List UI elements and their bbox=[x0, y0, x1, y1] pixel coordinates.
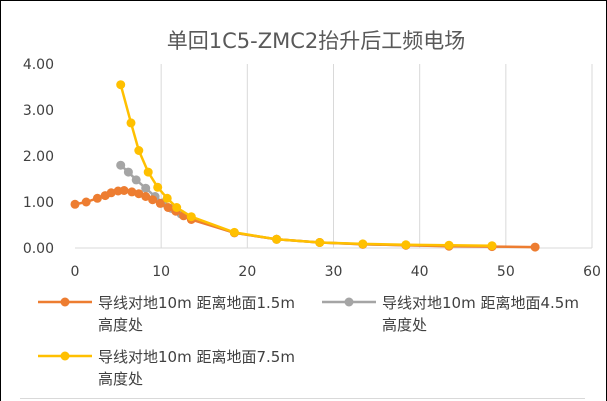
data-point bbox=[162, 193, 172, 203]
data-point bbox=[127, 187, 137, 197]
grid bbox=[160, 64, 593, 248]
data-point bbox=[134, 146, 144, 155]
data-point bbox=[119, 186, 129, 195]
data-point bbox=[358, 239, 368, 249]
data-point bbox=[134, 189, 144, 199]
series-line bbox=[119, 84, 493, 247]
legend-label: 导线对地10m 距离地面4.5m bbox=[382, 294, 579, 312]
legend-label: 高度处 bbox=[382, 316, 427, 334]
data-point bbox=[444, 240, 454, 250]
legend-item-1: 导线对地10m 距离地面1.5m 高度处 bbox=[38, 294, 295, 334]
legend-label: 高度处 bbox=[98, 370, 143, 388]
data-point bbox=[155, 198, 165, 208]
data-point bbox=[126, 118, 136, 128]
data-point bbox=[229, 227, 239, 237]
data-point bbox=[81, 197, 91, 207]
legend-label: 高度处 bbox=[98, 316, 143, 334]
data-point bbox=[123, 167, 133, 177]
data-point bbox=[131, 175, 141, 185]
data-point bbox=[106, 188, 116, 198]
data-point bbox=[172, 203, 182, 212]
legend-marker bbox=[60, 297, 70, 307]
data-point bbox=[143, 167, 153, 177]
data-point bbox=[272, 234, 282, 244]
x-tick-label: 60 bbox=[583, 264, 601, 280]
data-point bbox=[141, 192, 151, 201]
x-tick-label: 30 bbox=[325, 264, 343, 280]
axes: 0 10 20 30 40 50 60 0.00 1.00 2.00 3.00 4.00 bbox=[23, 57, 601, 280]
y-tick-label: 4.00 bbox=[23, 57, 54, 73]
data-point bbox=[148, 195, 158, 205]
chart-title: 单回1C5-ZMC2抬升后工频电场 bbox=[167, 29, 466, 53]
y-tick-label: 3.00 bbox=[23, 103, 54, 119]
legend-label: 导线对地10m 距离地面7.5m bbox=[98, 348, 295, 366]
y-tick-label: 1.00 bbox=[23, 195, 54, 211]
legend-item-3: 导线对地10m 距离地面7.5m 高度处 bbox=[38, 348, 295, 388]
y-tick-label: 0.00 bbox=[23, 241, 54, 257]
legend-label: 导线对地10m 距离地面1.5m bbox=[98, 294, 295, 312]
legend-marker bbox=[344, 297, 354, 307]
data-point bbox=[163, 203, 173, 212]
x-tick-label: 0 bbox=[71, 264, 80, 280]
data-point bbox=[186, 212, 196, 222]
data-point bbox=[530, 242, 540, 252]
data-point bbox=[153, 182, 163, 192]
series-3 bbox=[116, 80, 497, 251]
legend-marker bbox=[60, 351, 70, 361]
data-point bbox=[92, 193, 102, 203]
data-point bbox=[401, 240, 411, 250]
data-point bbox=[116, 80, 126, 90]
x-tick-label: 20 bbox=[238, 264, 256, 280]
x-tick-label: 10 bbox=[152, 264, 170, 280]
data-point bbox=[487, 241, 497, 251]
legend-item-2: 导线对地10m 距离地面4.5m 高度处 bbox=[322, 294, 579, 334]
data-point bbox=[141, 183, 151, 193]
data-point bbox=[116, 160, 126, 170]
y-tick-label: 2.00 bbox=[23, 149, 54, 165]
x-tick-label: 40 bbox=[411, 264, 429, 280]
bottom-rule bbox=[20, 398, 585, 399]
data-point bbox=[70, 199, 80, 209]
data-point bbox=[315, 238, 325, 247]
plot-area bbox=[70, 80, 540, 252]
x-tick-label: 50 bbox=[497, 264, 515, 280]
